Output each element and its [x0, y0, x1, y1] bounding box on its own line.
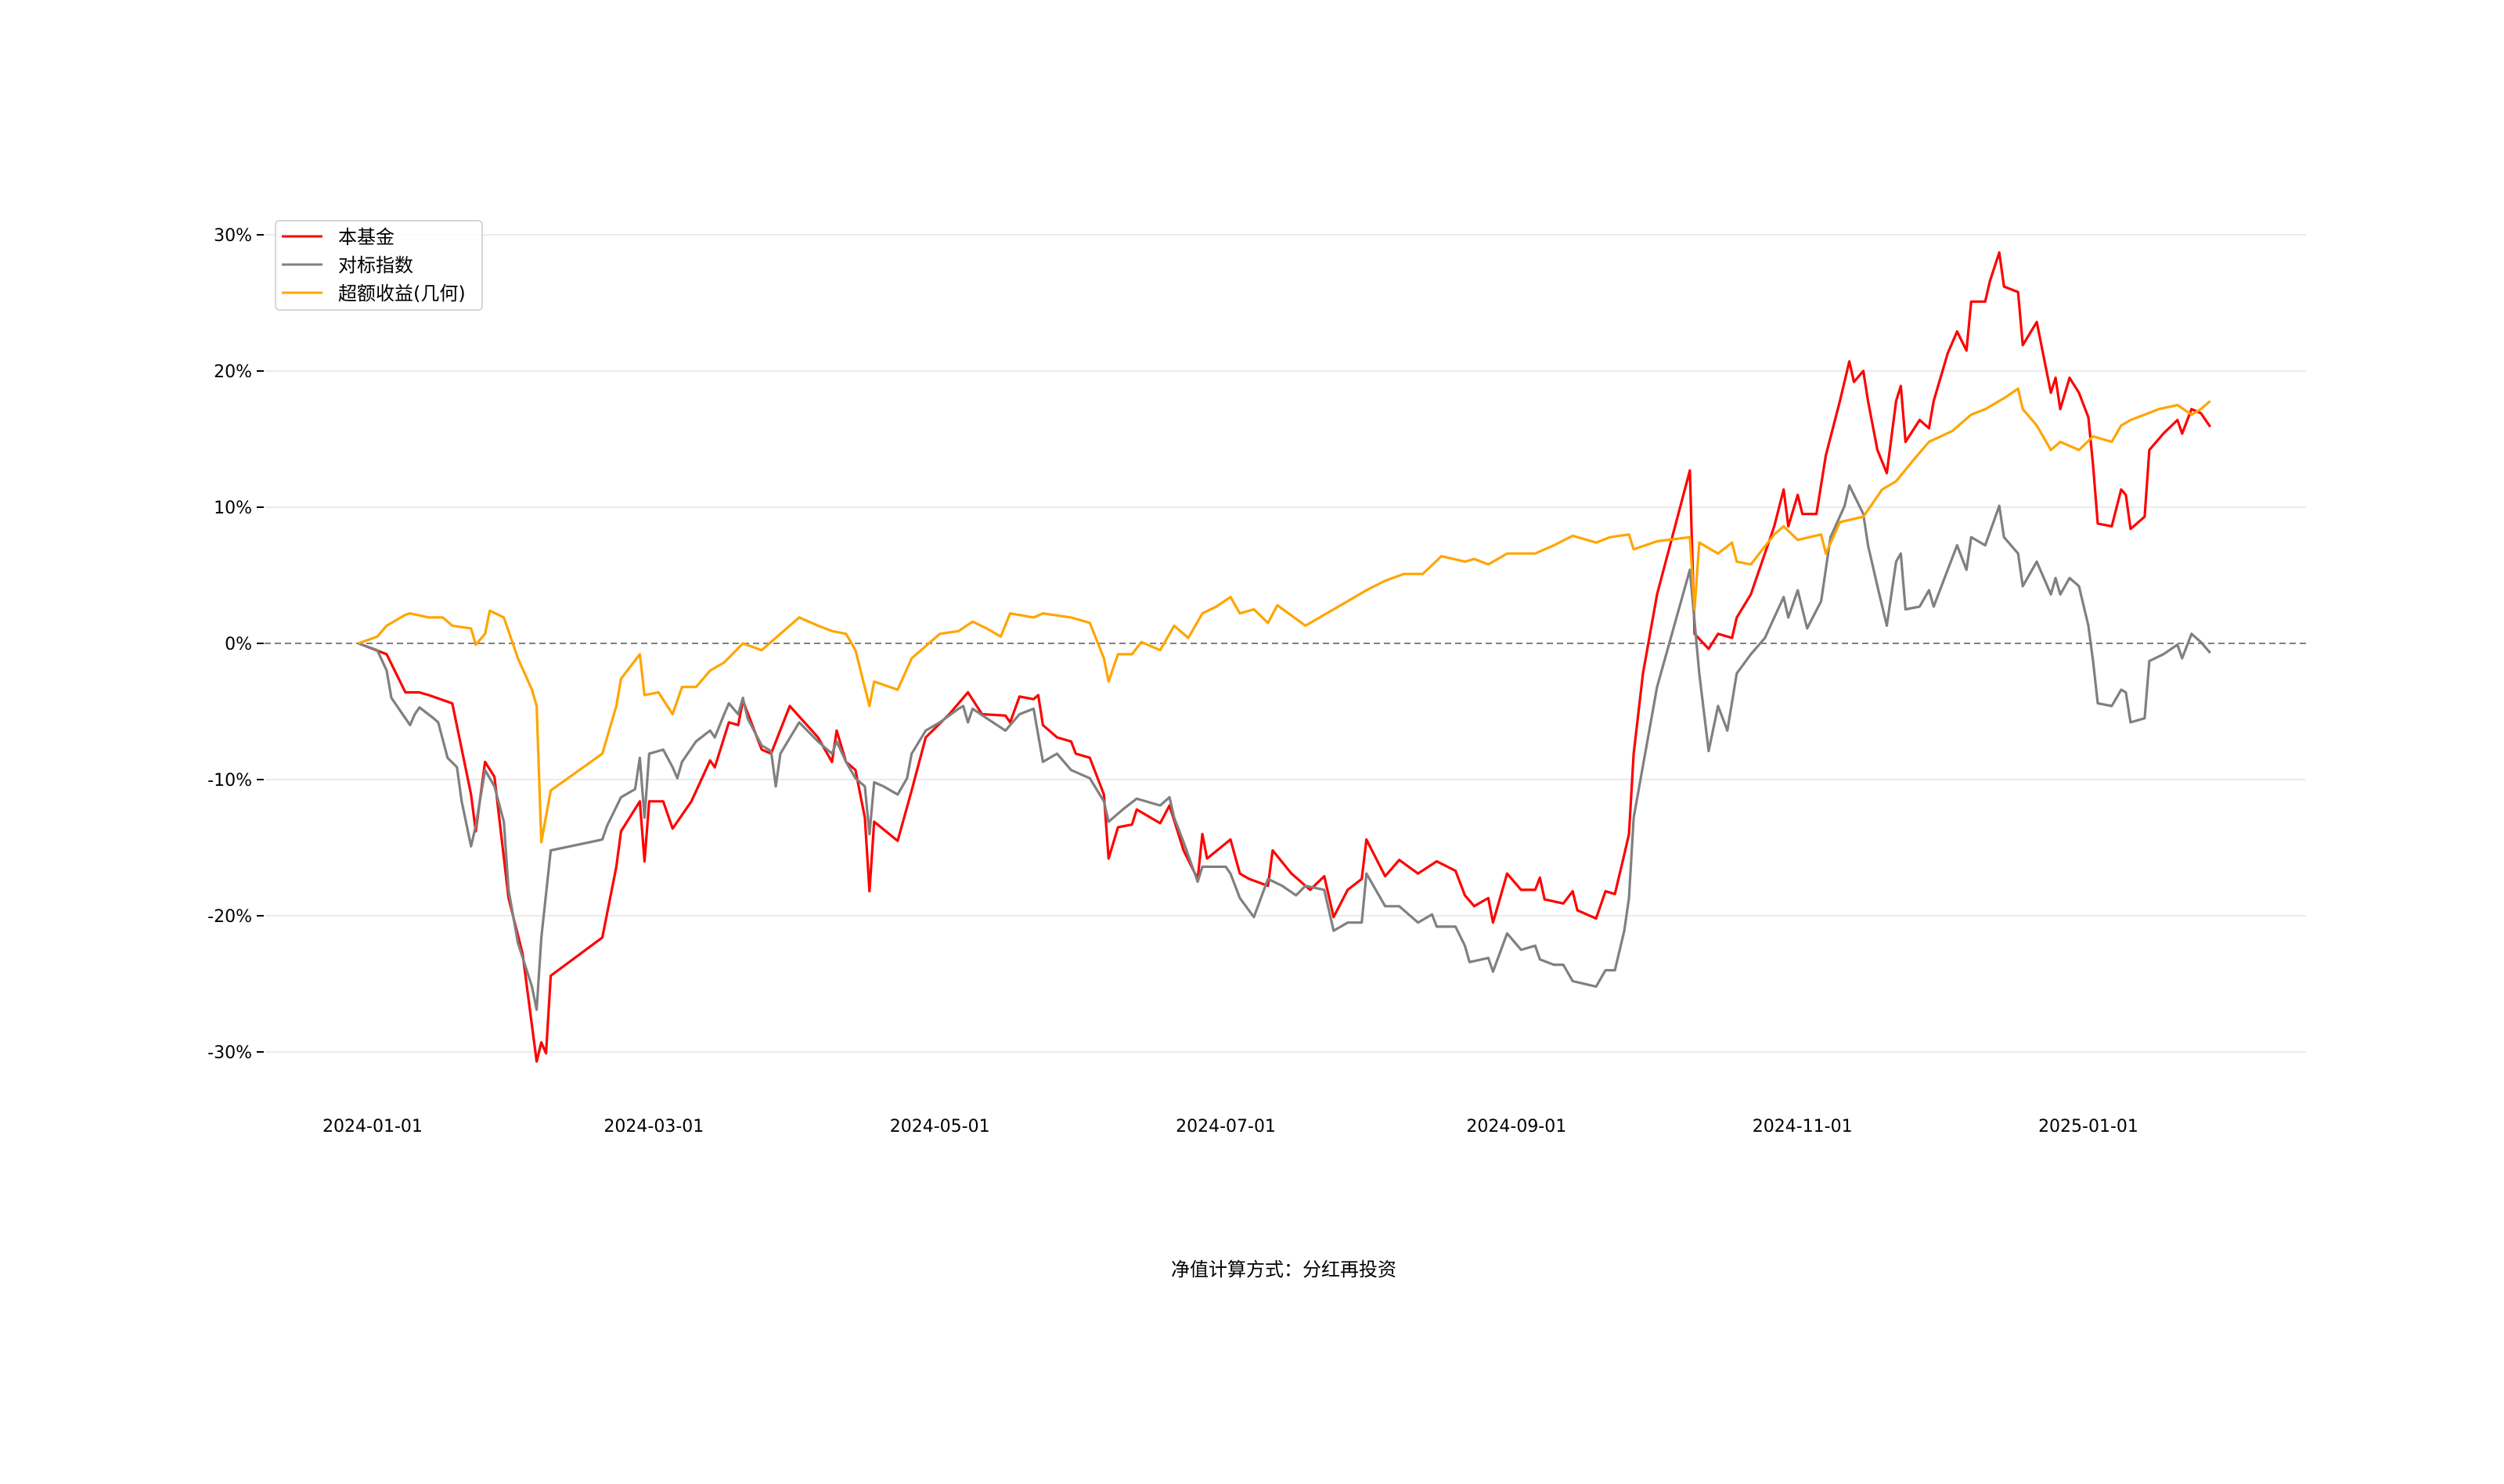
x-tick-label: 2024-05-01	[890, 1117, 990, 1136]
legend-box	[275, 220, 483, 311]
y-tick-label: 10%	[214, 499, 252, 518]
x-tick-label: 2024-09-01	[1466, 1117, 1566, 1136]
legend-label-fund: 本基金	[338, 226, 395, 248]
x-tick-label: 2024-11-01	[1753, 1117, 1853, 1136]
x-tick-label: 2024-01-01	[322, 1117, 423, 1136]
y-tick-label: 20%	[214, 362, 252, 382]
series-lines	[358, 251, 2212, 1063]
x-tick-label: 2024-07-01	[1176, 1117, 1276, 1136]
y-tick-label: 0%	[225, 635, 252, 654]
legend-label-excess: 超额收益(几何)	[338, 283, 466, 304]
y-tick-label: -10%	[207, 771, 252, 791]
x-axis: 2024-01-01 2024-03-01 2024-05-01 2024-07-01…	[322, 1117, 2138, 1136]
x-tick-label: 2025-01-01	[2038, 1117, 2138, 1136]
fund-line	[358, 251, 2212, 1063]
benchmark-line	[358, 484, 2211, 1011]
legend: 本基金 对标指数 超额收益(几何)	[275, 220, 483, 311]
y-tick-label: -20%	[207, 907, 252, 927]
y-axis: 30% 20% 10% 0% -10% -20% -30%	[207, 226, 264, 1063]
y-tick-label: 30%	[214, 226, 252, 246]
excess-return-line	[358, 387, 2211, 844]
gridlines	[265, 234, 2306, 1053]
x-axis-label: 净值计算方式：分红再投资	[1171, 1259, 1396, 1280]
legend-label-benchmark: 对标指数	[338, 254, 413, 276]
y-tick-label: -30%	[207, 1043, 252, 1063]
x-tick-label: 2024-03-01	[603, 1117, 704, 1136]
